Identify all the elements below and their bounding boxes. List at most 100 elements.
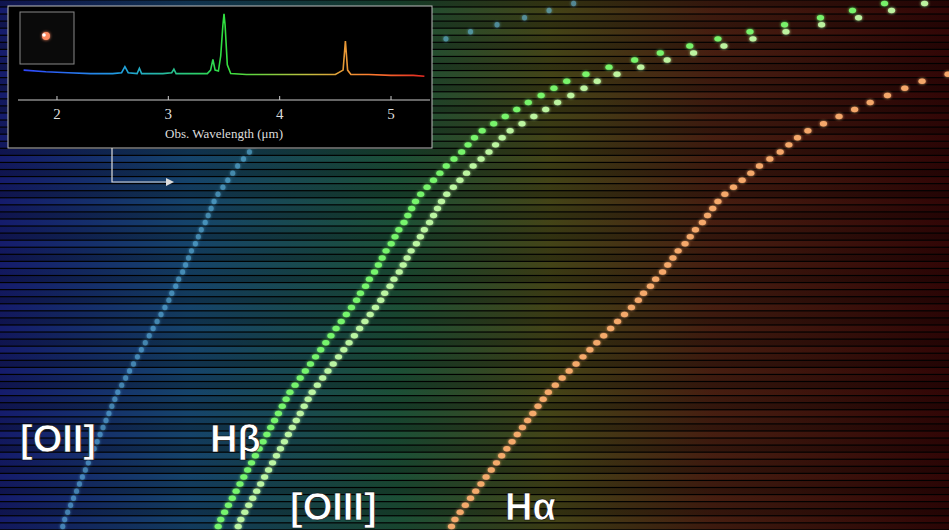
emission-line bbox=[327, 333, 334, 338]
emission-line bbox=[309, 389, 316, 394]
emission-line bbox=[186, 255, 191, 260]
emission-line bbox=[62, 517, 67, 522]
emission-line bbox=[567, 93, 574, 98]
emission-line bbox=[518, 121, 525, 126]
emission-line bbox=[749, 36, 756, 41]
emission-line bbox=[571, 1, 576, 6]
spectrum-row bbox=[0, 276, 949, 282]
emission-line bbox=[647, 283, 654, 288]
emission-line bbox=[330, 361, 337, 366]
emission-line bbox=[554, 100, 561, 105]
emission-line bbox=[524, 418, 531, 423]
emission-line bbox=[345, 340, 352, 345]
emission-line bbox=[525, 100, 532, 105]
emission-line bbox=[488, 467, 495, 472]
x-tick bbox=[56, 96, 57, 100]
emission-line bbox=[542, 107, 549, 112]
emission-line bbox=[351, 333, 358, 338]
emission-line bbox=[540, 397, 547, 402]
spectrum-row bbox=[0, 347, 949, 353]
emission-line bbox=[884, 93, 891, 98]
emission-line bbox=[225, 177, 230, 182]
spectrum-row bbox=[0, 234, 949, 240]
emission-line bbox=[423, 185, 430, 190]
emission-line bbox=[471, 135, 478, 140]
emission-line bbox=[637, 64, 644, 69]
emission-line bbox=[109, 404, 114, 409]
x-tick-label: 5 bbox=[387, 106, 395, 122]
emission-line bbox=[404, 213, 411, 218]
emission-line bbox=[687, 234, 694, 239]
emission-line bbox=[580, 86, 587, 91]
spectrum-row bbox=[0, 410, 949, 416]
emission-line bbox=[690, 50, 697, 55]
spectrum-row bbox=[0, 446, 949, 452]
emission-line bbox=[263, 432, 270, 437]
emission-line bbox=[443, 192, 450, 197]
emission-line bbox=[681, 241, 688, 246]
spectrum-row bbox=[0, 509, 949, 515]
line-label: Hβ bbox=[210, 418, 261, 460]
spectrum-row bbox=[0, 1, 949, 7]
background bbox=[0, 0, 949, 530]
emission-line bbox=[451, 517, 458, 522]
emission-line bbox=[782, 29, 789, 34]
emission-line bbox=[659, 269, 666, 274]
emission-line bbox=[235, 524, 242, 529]
spectrum-row bbox=[0, 227, 949, 233]
emission-line bbox=[379, 255, 386, 260]
x-axis bbox=[18, 100, 430, 101]
spectrum-row bbox=[0, 269, 949, 275]
emission-line bbox=[513, 107, 520, 112]
emission-line bbox=[277, 446, 284, 451]
emission-line bbox=[235, 163, 240, 168]
spectrum-row bbox=[0, 354, 949, 360]
spectrum-row bbox=[0, 467, 949, 473]
emission-line bbox=[901, 86, 908, 91]
emission-line bbox=[297, 411, 304, 416]
emission-line bbox=[244, 467, 251, 472]
emission-line bbox=[338, 319, 345, 324]
emission-line bbox=[448, 524, 455, 529]
emission-line bbox=[356, 326, 363, 331]
emission-line bbox=[579, 354, 586, 359]
emission-line bbox=[456, 177, 463, 182]
emission-line bbox=[372, 305, 379, 310]
emission-line bbox=[169, 291, 174, 296]
spectrum-row bbox=[0, 191, 949, 197]
spectrum-row bbox=[0, 163, 949, 169]
emission-line bbox=[408, 206, 415, 211]
emission-line bbox=[820, 121, 827, 126]
emission-line bbox=[468, 29, 473, 34]
emission-line bbox=[462, 503, 469, 508]
emission-line bbox=[714, 36, 721, 41]
inset-panel bbox=[8, 6, 432, 148]
emission-line bbox=[490, 121, 497, 126]
emission-line bbox=[593, 340, 600, 345]
spectrum-row bbox=[0, 453, 949, 459]
spectra-rows bbox=[0, 1, 949, 530]
spectrum-row bbox=[0, 333, 949, 339]
emission-line bbox=[472, 488, 479, 493]
emission-line bbox=[720, 43, 727, 48]
emission-line bbox=[477, 156, 484, 161]
emission-line bbox=[566, 368, 573, 373]
emission-line bbox=[269, 460, 276, 465]
emission-line bbox=[203, 220, 208, 225]
plot-area bbox=[24, 14, 425, 76]
x-axis-title: Obs. Wavelength (μm) bbox=[165, 126, 283, 141]
emission-line bbox=[664, 57, 671, 62]
emission-line bbox=[162, 305, 167, 310]
emission-line bbox=[529, 411, 536, 416]
emission-line bbox=[918, 79, 925, 84]
emission-line bbox=[131, 361, 136, 366]
emission-line bbox=[607, 326, 614, 331]
emission-line bbox=[794, 135, 801, 140]
emission-line bbox=[522, 15, 527, 20]
spectrum-row bbox=[0, 432, 949, 438]
emission-line bbox=[335, 354, 342, 359]
emission-line bbox=[450, 156, 457, 161]
emission-line bbox=[241, 510, 248, 515]
emission-line bbox=[248, 460, 255, 465]
emission-line bbox=[319, 375, 326, 380]
